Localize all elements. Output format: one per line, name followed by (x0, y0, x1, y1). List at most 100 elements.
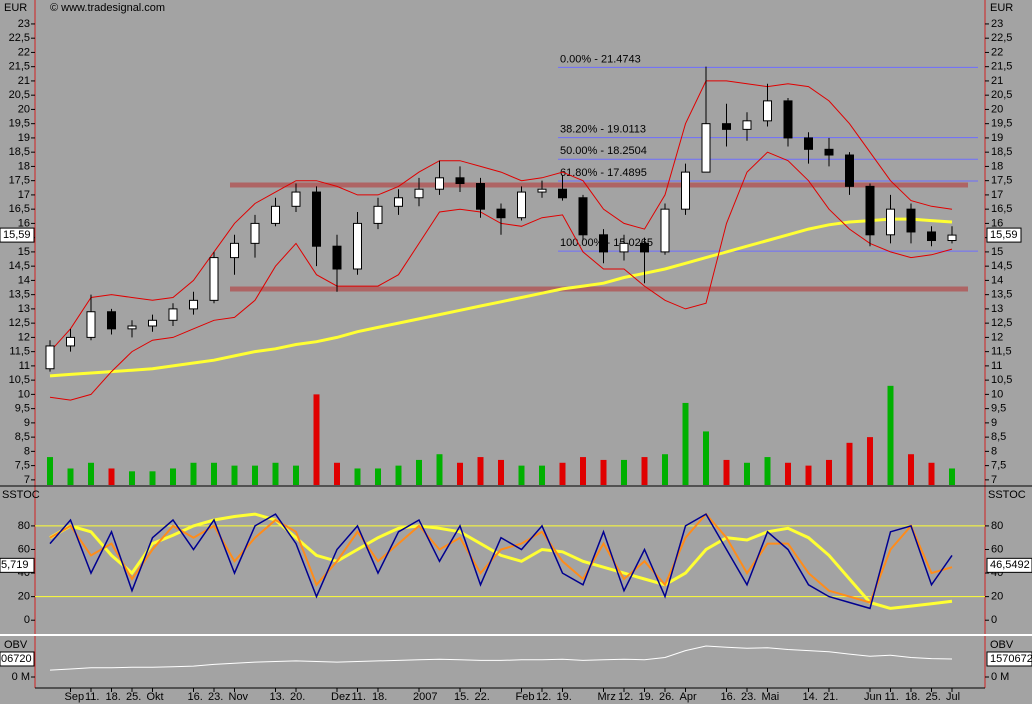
panel-title: SSTOC (2, 489, 40, 501)
x-tick-label: 12. (618, 691, 633, 703)
y-tick-label: 12,5 (9, 317, 30, 329)
candle-body (332, 245, 342, 270)
x-tick-label: 25. (126, 691, 141, 703)
volume-bar (190, 462, 197, 485)
y-tick-label: 19 (18, 132, 30, 144)
y-tick-label: 14,5 (9, 260, 30, 272)
volume-bar (498, 459, 504, 485)
series-line (49, 512, 953, 604)
y-tick-label: 9 (991, 417, 997, 429)
candle-body (312, 191, 321, 247)
candle-body (783, 100, 793, 139)
y-tick-label: 60 (991, 543, 1003, 555)
fib-label: 61.80% - 17.4895 (560, 167, 647, 179)
volume-bar (457, 462, 463, 485)
candle-body (824, 148, 834, 156)
volume-bar (846, 442, 853, 485)
candle-body (537, 188, 547, 193)
volume-bar (764, 457, 771, 485)
last-value-box (0, 557, 35, 573)
y-tick-label: 10 (991, 388, 1003, 400)
y-tick-label: 23 (991, 18, 1003, 30)
volume-bar (539, 465, 545, 485)
volume-bar (149, 471, 156, 485)
x-tick-label: 11. (885, 691, 899, 703)
x-tick-label: 11. (85, 691, 99, 703)
y-tick-label: 80 (18, 520, 30, 532)
candle-body (353, 222, 362, 270)
candle-body (45, 345, 55, 370)
volume-bar (334, 462, 340, 485)
y-tick-label: 16,5 (9, 203, 30, 215)
volume-bar (682, 402, 689, 485)
candle-body (291, 191, 301, 207)
volume-bar (723, 459, 730, 485)
candle-body (701, 123, 711, 173)
y-tick-label: 20 (18, 591, 30, 603)
y-tick-label: 12 (18, 331, 30, 343)
x-tick-label: 19. (557, 691, 572, 703)
candle-body (906, 208, 916, 233)
x-tick-label: 2007 (413, 691, 437, 703)
y-tick-label: 11,5 (991, 346, 1012, 358)
candle-body (373, 205, 383, 224)
volume-bar (47, 457, 53, 485)
last-value-label: 1570672 (990, 653, 1032, 665)
y-tick-label: 16 (991, 217, 1003, 229)
last-price-box (986, 227, 1022, 243)
y-tick-label: 13 (991, 303, 1003, 315)
volume-bar (252, 465, 258, 485)
x-tick-label: 20. (290, 691, 305, 703)
volume-bar (354, 468, 361, 485)
x-tick-label: 21. (823, 691, 838, 703)
y-tick-label: 22 (18, 46, 30, 58)
y-tick-label: 7 (991, 474, 997, 486)
y-tick-label: 80 (991, 520, 1003, 532)
y-tick-label: 0 (991, 614, 997, 626)
y-tick-label: 18 (991, 160, 1003, 172)
candle-body (722, 123, 731, 130)
candle-body (189, 299, 198, 310)
volume-bar (949, 468, 955, 485)
volume-bar (662, 454, 668, 485)
x-tick-label: 16. (188, 691, 203, 703)
x-tick-label: Apr (680, 691, 697, 703)
series-line (49, 512, 953, 610)
volume-bar (88, 462, 94, 485)
volume-bar (887, 385, 894, 485)
y-tick-label: 10,5 (9, 374, 30, 386)
volume-bar (928, 462, 935, 485)
last-value-label: 46,5492 (990, 559, 1030, 571)
x-tick-label: 18. (905, 691, 920, 703)
last-value-box (0, 651, 35, 667)
y-tick-label: 17 (991, 189, 1003, 201)
candle-body (517, 191, 526, 219)
x-tick-label: Jun (864, 691, 882, 703)
unit-label: EUR (990, 2, 1013, 14)
volume-bar (293, 465, 299, 485)
y-tick-label: 0 M (12, 671, 30, 683)
y-tick-label: 14,5 (991, 260, 1012, 272)
volume-bar (805, 465, 812, 485)
y-tick-label: 8 (24, 445, 30, 457)
candle-body (927, 231, 936, 242)
candle-body (640, 242, 649, 253)
candle-body (209, 257, 219, 301)
y-tick-label: 7,5 (15, 460, 30, 472)
candle-body (947, 234, 957, 242)
panel-title: SSTOC (988, 489, 1026, 501)
candle-body (86, 311, 96, 338)
candle-body (845, 154, 854, 187)
x-tick-label: 12. (536, 691, 551, 703)
y-tick-label: 18,5 (991, 146, 1012, 158)
y-tick-label: 23 (18, 18, 30, 30)
y-tick-label: 0 (24, 614, 30, 626)
series-line (49, 513, 953, 610)
candle-body (681, 171, 690, 210)
fib-label: 0.00% - 21.4743 (560, 53, 641, 65)
y-tick-label: 19 (991, 132, 1003, 144)
volume-bar (744, 462, 750, 485)
y-tick-label: 20 (18, 103, 30, 115)
y-tick-label: 13,5 (991, 289, 1012, 301)
